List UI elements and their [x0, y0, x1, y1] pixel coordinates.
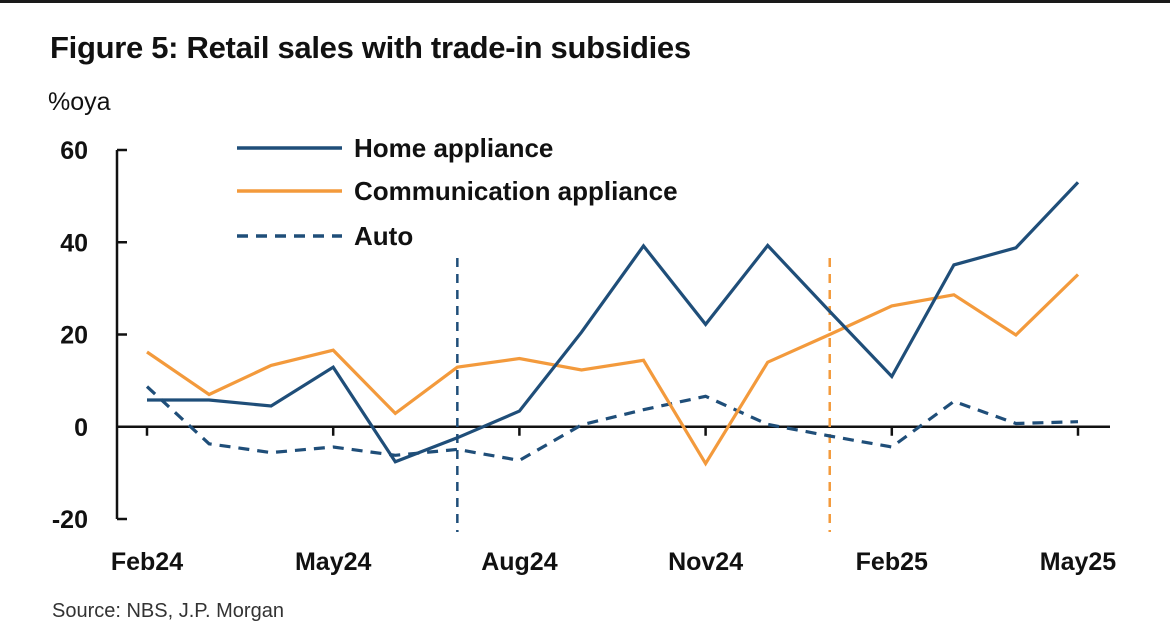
chart-title: Figure 5: Retail sales with trade-in sub…	[50, 30, 691, 65]
y-unit-label: %oya	[48, 88, 111, 116]
y-tick-label: 0	[74, 414, 88, 442]
x-tick-label: May25	[1040, 548, 1117, 576]
x-tick-label: Nov24	[668, 548, 743, 576]
series-line-home-appliance	[147, 181, 1080, 464]
y-tick-label: 20	[60, 322, 88, 350]
legend-label: Auto	[354, 221, 413, 251]
x-tick-label: Feb24	[111, 548, 183, 576]
source-note: Source: NBS, J.P. Morgan	[52, 600, 284, 622]
series-line-auto	[145, 385, 1079, 463]
top-rule	[0, 0, 1170, 3]
legend-label: Communication appliance	[354, 176, 678, 206]
y-tick-label: 60	[60, 137, 88, 165]
x-tick-label: Aug24	[481, 548, 558, 576]
y-tick-label: 40	[60, 229, 88, 257]
legend-label: Home appliance	[354, 133, 553, 163]
series-line-communication-appliance	[146, 273, 1080, 467]
x-tick-label: Feb25	[856, 548, 928, 576]
x-tick-label: May24	[295, 548, 372, 576]
y-tick-label: -20	[52, 506, 88, 534]
